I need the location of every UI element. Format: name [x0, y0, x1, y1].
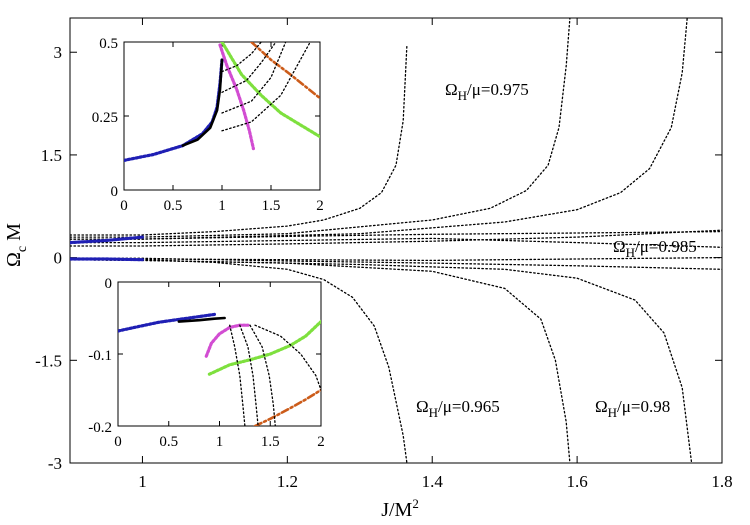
inset-top-series-line-1 — [181, 58, 224, 147]
inset-top-series-line-7 — [221, 42, 277, 93]
x-axis-title: J/M2 — [381, 496, 419, 521]
annotation-0985: ΩH/μ=0.985 — [613, 237, 697, 260]
main-plot-frame — [69, 17, 723, 464]
main-ytick-label: -1.5 — [35, 351, 62, 370]
main-series-line-4 — [70, 237, 722, 248]
inset-bottom-series-line-4 — [253, 388, 321, 426]
main-xtick-label: 1.6 — [566, 472, 587, 491]
inset-bottom-series-line-6 — [239, 324, 259, 426]
inset-top-series-line-8 — [221, 42, 262, 73]
inset-bottom-series-line-7 — [249, 324, 276, 426]
main-ytick-label: -3 — [48, 454, 62, 473]
inset-bottom-xtick-label: 0.5 — [159, 434, 178, 450]
inset-top-xtick-label: 1 — [218, 198, 226, 214]
inset-top-series-line-5 — [221, 42, 311, 132]
main-series-line-12 — [70, 257, 144, 262]
inset-bottom-series-line-1 — [177, 316, 226, 323]
inset-bottom-xtick-label: 0 — [114, 434, 122, 450]
main-series-line-10 — [70, 256, 722, 262]
main-ytick-label: 1.5 — [41, 146, 62, 165]
main-xtick-label: 1.8 — [711, 472, 732, 491]
inset-top-ytick-label: 0 — [111, 184, 119, 200]
main-series-line-2 — [70, 18, 688, 240]
inset-top-ytick-label: 0.25 — [92, 110, 118, 126]
inset-bottom-series-line-0 — [118, 312, 216, 333]
annotation-0975: ΩH/μ=0.975 — [445, 80, 529, 103]
main-xtick-label: 1.4 — [422, 472, 444, 491]
inset-bottom-series-line-2 — [204, 323, 250, 358]
main-series-group — [70, 18, 722, 463]
inset-bottom-series-line-3 — [207, 320, 321, 376]
main-ytick-label: 0 — [54, 249, 63, 268]
inset-top-series-group — [124, 42, 320, 162]
main-series-line-1 — [70, 18, 571, 238]
inset-bottom-background — [118, 282, 321, 426]
y-axis-title: Ωc M — [3, 223, 30, 267]
inset-bottom-axis-ticks: 0 0.5 1 1.5 2 0 -0.1 -0.2 — [88, 276, 325, 450]
inset-top-series-line-2 — [218, 43, 255, 151]
main-series-line-8 — [70, 259, 693, 463]
main-ytick-label: 3 — [54, 43, 63, 62]
main-xtick-label: 1 — [138, 472, 147, 491]
main-series-line-3 — [70, 229, 722, 247]
inset-top-xtick-label: 2 — [316, 198, 324, 214]
main-xtick-label: 1.2 — [277, 472, 298, 491]
inset-bottom-series-group — [118, 312, 321, 426]
inset-bottom-ytick-label: -0.2 — [88, 420, 112, 436]
inset-top-xtick-label: 0 — [120, 198, 128, 214]
inset-bottom-series-line-5 — [229, 324, 246, 426]
inset-top-xtick-label: 1.5 — [262, 198, 281, 214]
inset-bottom-xtick-label: 2 — [317, 434, 325, 450]
inset-top-xtick-label: 0.5 — [164, 198, 183, 214]
inset-bottom-ytick-label: -0.1 — [88, 348, 112, 364]
annotation-098: ΩH/μ=0.98 — [595, 397, 670, 420]
inset-bottom-xtick-label: 1 — [216, 434, 224, 450]
inset-top-series-line-4 — [250, 42, 320, 100]
inset-top-series-line-6 — [221, 42, 287, 114]
inset-bottom-ytick-label: 0 — [105, 276, 113, 292]
main-series-line-11 — [70, 235, 144, 245]
inset-top-axis-ticks: 0 0.5 1 1.5 2 0 0.25 0.5 — [92, 36, 324, 214]
main-series-line-0 — [70, 44, 408, 236]
annotation-0965: ΩH/μ=0.965 — [416, 397, 500, 420]
main-axis-ticks: 1 1.2 1.4 1.6 1.8 3 1.5 0 -1.5 -3 — [35, 18, 733, 491]
inset-top-ytick-label: 0.5 — [99, 36, 118, 52]
inset-bottom-xtick-label: 1.5 — [261, 434, 280, 450]
